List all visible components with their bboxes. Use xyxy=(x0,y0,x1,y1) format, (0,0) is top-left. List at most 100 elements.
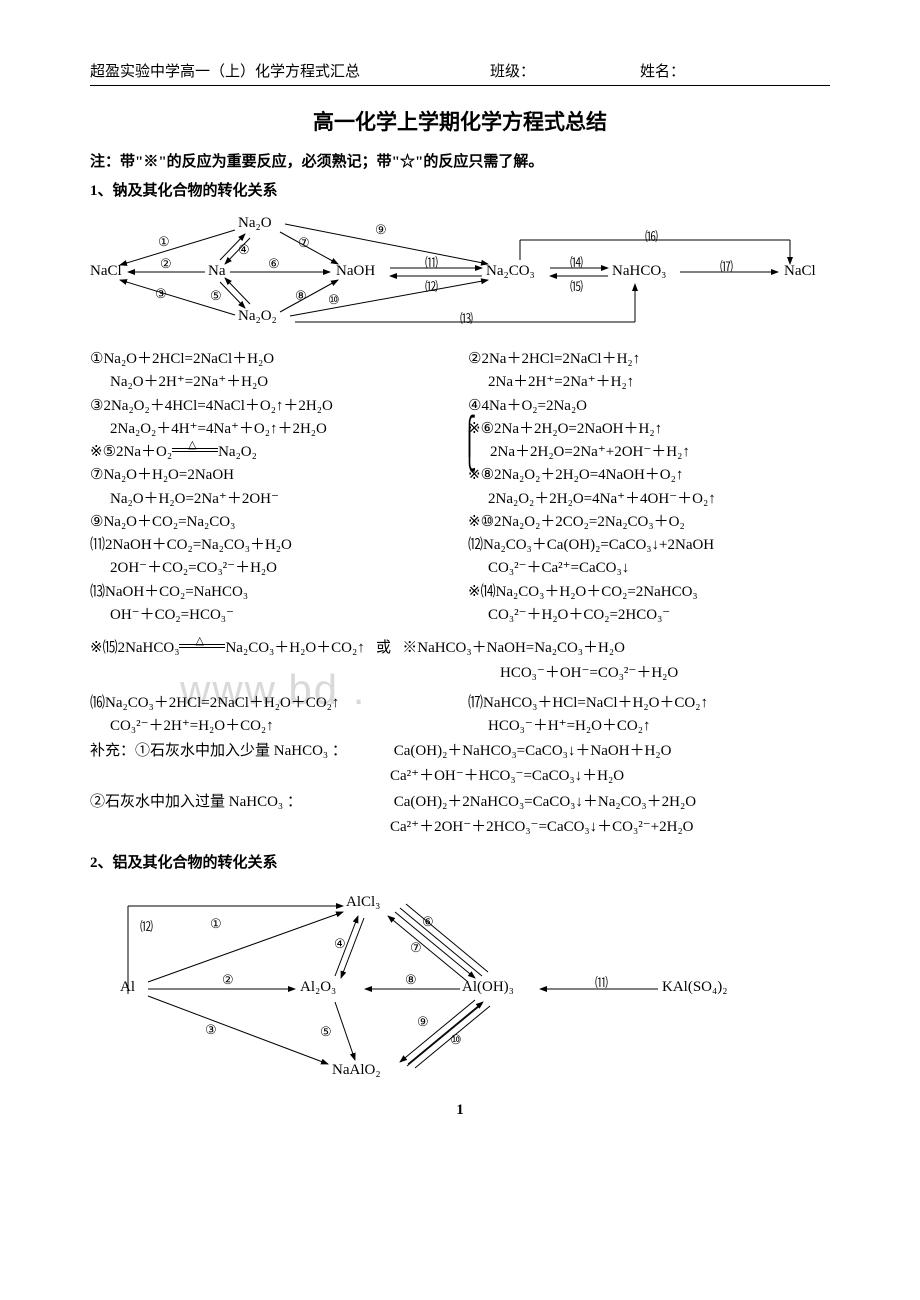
eq-16: ⒃Na₂CO₃＋2HCl=2NaCl＋H₂O＋CO₂↑ xyxy=(90,692,460,715)
label-5: ⑤ xyxy=(210,288,222,304)
eq-1-ion: Na₂O＋2H⁺=2Na⁺＋H₂O xyxy=(90,371,460,394)
page-header: 超盈实验中学高一（上）化学方程式汇总 班级： 姓名： xyxy=(90,60,830,86)
node-naalo2: NaAlO₂ xyxy=(332,1062,381,1079)
label-12: ⑿ xyxy=(425,276,438,295)
eq-8-ion: 2Na₂O₂＋2H₂O=4Na⁺＋4OH⁻＋O₂↑ xyxy=(468,488,830,511)
delta-icon xyxy=(172,447,218,459)
node-aloh3: Al(OH)₃ xyxy=(462,979,514,996)
label-14: ⒁ xyxy=(570,252,583,271)
eq-10: ※⑩2Na₂O₂＋2CO₂=2Na₂CO₃＋O₂ xyxy=(468,511,830,534)
eq-11: ⑾2NaOH＋CO₂=Na₂CO₃＋H₂O xyxy=(90,534,460,557)
header-name: 姓名： xyxy=(640,60,830,81)
page-number: 1 xyxy=(90,1102,830,1119)
eq-7-ion: Na₂O＋H₂O=2Na⁺＋2OH⁻ xyxy=(90,488,460,511)
label-11: ⑾ xyxy=(425,252,438,271)
eq-12: ⑿Na₂CO₃＋Ca(OH)₂=CaCO₃↓+2NaOH xyxy=(468,534,830,557)
node-na2o: Na₂O xyxy=(238,215,272,232)
label-17: ⒄ xyxy=(720,256,733,275)
note-line: 注：带"※"的反应为重要反应，必须熟记；带"☆"的反应只需了解。 xyxy=(90,150,830,171)
eq-13-ion: OH⁻＋CO₂=HCO₃⁻ xyxy=(90,604,460,627)
al-label-6: ⑥ xyxy=(422,914,434,930)
node-na: Na xyxy=(208,263,226,280)
eq-11-ion: 2OH⁻＋CO₂=CO₃²⁻＋H₂O xyxy=(90,557,460,580)
node-nahco3: NaHCO₃ xyxy=(612,263,666,280)
al-label-7: ⑦ xyxy=(410,940,422,956)
al-label-10: ⑩ xyxy=(450,1032,462,1048)
eq-1: ①Na₂O＋2HCl=2NaCl＋H₂O xyxy=(90,348,460,371)
eq-2: ②2Na＋2HCl=2NaCl＋H₂↑ xyxy=(468,348,830,371)
section-2-title: 2、铝及其化合物的转化关系 xyxy=(90,851,830,872)
eq-3-ion: 2Na₂O₂＋4H⁺=4Na⁺＋O₂↑＋2H₂O xyxy=(90,418,460,441)
sup-1a: Ca(OH)₂＋NaHCO₃=CaCO₃↓＋NaOH＋H₂O xyxy=(394,743,672,759)
eq-8: ※⑧2Na₂O₂＋2H₂O=4NaOH＋O₂↑ xyxy=(468,464,830,487)
eq-15-left: ※⒂2NaHCO₃ xyxy=(90,640,179,656)
equation-list-2: ⒃Na₂CO₃＋2HCl=2NaCl＋H₂O＋CO₂↑ ⒄NaHCO₃＋HCl=… xyxy=(90,692,830,739)
node-kalso4: KAl(SO₄)₂ xyxy=(662,979,727,996)
header-school: 超盈实验中学高一（上）化学方程式汇总 xyxy=(90,60,490,81)
eq-5-right: Na₂O₂ xyxy=(218,444,257,460)
al-label-3: ③ xyxy=(205,1022,217,1038)
section-1-title: 1、钠及其化合物的转化关系 xyxy=(90,179,830,200)
node-al2o3: Al₂O₃ xyxy=(300,979,336,996)
eq-13: ⒀NaOH＋CO₂=NaHCO₃ xyxy=(90,581,460,604)
eq-4: ④4Na＋O₂=2Na₂O xyxy=(468,395,830,418)
node-naoh: NaOH xyxy=(336,263,375,280)
header-class: 班级： xyxy=(490,60,640,81)
sodium-diagram: NaCl Na Na₂O Na₂O₂ NaOH Na₂CO₃ NaHCO₃ Na… xyxy=(90,210,830,340)
eq-15-right: ※NaHCO₃＋NaOH=Na₂CO₃＋H₂O xyxy=(402,640,625,656)
eq-14: ※⒁Na₂CO₃＋H₂O＋CO₂=2NaHCO₃ xyxy=(468,581,830,604)
al-label-11: ⑾ xyxy=(595,972,608,991)
al-label-9: ⑨ xyxy=(417,1014,429,1030)
label-6: ⑥ xyxy=(268,256,280,272)
al-label-2: ② xyxy=(222,972,234,988)
eq-14-ion: CO₃²⁻＋H₂O＋CO₂=2HCO₃⁻ xyxy=(468,604,830,627)
label-2: ② xyxy=(160,256,172,272)
sup-2a: Ca(OH)₂＋2NaHCO₃=CaCO₃↓＋Na₂CO₃＋2H₂O xyxy=(394,794,696,810)
supplement-row-1: 补充：①石灰水中加入少量 NaHCO₃ ： Ca(OH)₂＋NaHCO₃=CaC… xyxy=(90,740,830,763)
al-label-4: ④ xyxy=(334,936,346,952)
sup-2b: Ca²⁺＋2OH⁻＋2HCO₃⁻=CaCO₃↓＋CO₃²⁻+2H₂O xyxy=(90,816,830,839)
label-3: ③ xyxy=(155,286,167,302)
node-nacl-right: NaCl xyxy=(784,263,816,280)
al-label-12: ⑿ xyxy=(140,916,153,935)
label-4: ④ xyxy=(238,242,250,258)
sup-1b: Ca²⁺＋OH⁻＋HCO₃⁻=CaCO₃↓＋H₂O xyxy=(90,765,830,788)
label-9: ⑨ xyxy=(375,222,387,238)
eq-15-ion: HCO₃⁻＋OH⁻=CO₃²⁻＋H₂O xyxy=(90,662,830,685)
label-13: ⒀ xyxy=(460,308,473,327)
eq-15-or: 或 xyxy=(376,640,391,656)
node-nacl-left: NaCl xyxy=(90,263,122,280)
node-al: Al xyxy=(120,979,135,996)
label-8: ⑧ xyxy=(295,288,307,304)
eq-15: ※⒂2NaHCO₃ Na₂CO₃＋H₂O＋CO₂↑ 或 ※NaHCO₃＋NaOH=… xyxy=(90,637,830,660)
page-title: 高一化学上学期化学方程式总结 xyxy=(90,106,830,136)
supplement-row-2: ②石灰水中加入过量 NaHCO₃ ： Ca(OH)₂＋2NaHCO₃=CaCO₃… xyxy=(90,791,830,814)
eq-3: ③2Na₂O₂＋4HCl=4NaCl＋O₂↑＋2H₂O xyxy=(90,395,460,418)
eq-17-ion: HCO₃⁻＋H⁺=H₂O＋CO₂↑ xyxy=(468,715,830,738)
eq-9: ⑨Na₂O＋CO₂=Na₂CO₃ xyxy=(90,511,460,534)
label-1: ① xyxy=(158,234,170,250)
eq-5-left: ※⑤2Na＋O₂ xyxy=(90,444,172,460)
node-na2o2: Na₂O₂ xyxy=(238,308,277,325)
equation-list: ①Na₂O＋2HCl=2NaCl＋H₂O ②2Na＋2HCl=2NaCl＋H₂↑… xyxy=(90,348,830,627)
eq-6: ※⑥2Na＋2H₂O=2NaOH＋H₂↑ xyxy=(468,421,662,437)
eq-12-ion: CO₃²⁻＋Ca²⁺=CaCO₃↓ xyxy=(468,557,830,580)
eq-15-mid: Na₂CO₃＋H₂O＋CO₂↑ xyxy=(225,640,364,656)
aluminum-diagram: Al AlCl₃ Al₂O₃ Al(OH)₃ NaAlO₂ KAl(SO₄)₂ … xyxy=(110,884,790,1084)
eq-6-ion: 2Na＋2H₂O=2Na⁺+2OH⁻＋H₂↑ xyxy=(468,444,690,460)
al-label-1: ① xyxy=(210,916,222,932)
eq-7: ⑦Na₂O＋H₂O=2NaOH xyxy=(90,464,460,487)
al-label-5: ⑤ xyxy=(320,1024,332,1040)
al-label-8: ⑧ xyxy=(405,972,417,988)
eq-16-ion: CO₃²⁻＋2H⁺=H₂O＋CO₂↑ xyxy=(90,715,460,738)
eq-17: ⒄NaHCO₃＋HCl=NaCl＋H₂O＋CO₂↑ xyxy=(468,692,830,715)
label-15: ⒂ xyxy=(570,276,583,295)
eq-2-ion: 2Na＋2H⁺=2Na⁺＋H₂↑ xyxy=(468,371,830,394)
sup-title-2: ②石灰水中加入过量 NaHCO₃ ： xyxy=(90,791,390,814)
label-16: ⒃ xyxy=(645,226,658,245)
eq-5: ※⑤2Na＋O₂ Na₂O₂ xyxy=(90,441,460,464)
node-alcl3: AlCl₃ xyxy=(346,894,380,911)
delta-icon-2 xyxy=(179,643,225,655)
label-7: ⑦ xyxy=(298,235,310,251)
label-10: ⑩ xyxy=(328,292,340,308)
